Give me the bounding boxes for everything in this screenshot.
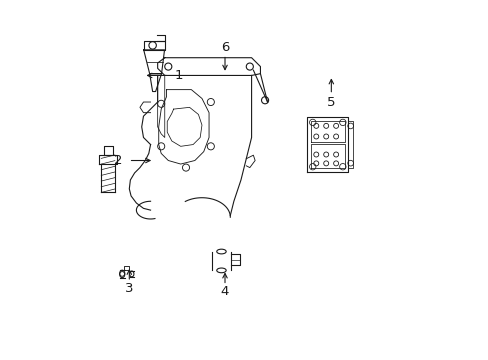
Text: 3: 3 <box>125 282 133 294</box>
Text: 6: 6 <box>221 41 229 54</box>
Text: 1: 1 <box>174 69 183 82</box>
Text: 5: 5 <box>326 95 335 108</box>
Text: 2: 2 <box>114 154 122 167</box>
Text: 4: 4 <box>221 285 229 298</box>
